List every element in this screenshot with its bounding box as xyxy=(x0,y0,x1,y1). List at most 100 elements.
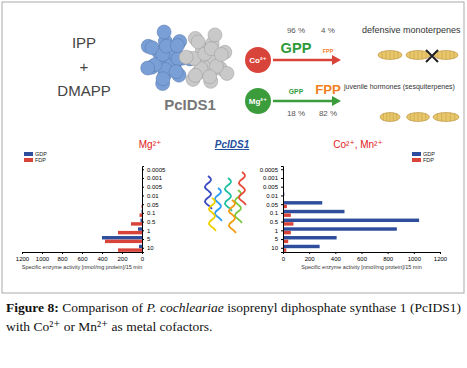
protein-blob xyxy=(203,70,217,84)
larva xyxy=(406,51,430,60)
larva-segment xyxy=(418,51,419,59)
bar xyxy=(142,184,143,187)
larva-segment xyxy=(441,113,442,121)
cofactor-label: Mg²⁺ xyxy=(249,97,267,106)
larva-segment xyxy=(422,51,423,59)
larva xyxy=(407,113,430,122)
tick-label: 0.0005 xyxy=(147,167,166,173)
axis-line xyxy=(281,167,284,253)
tick-mark xyxy=(142,239,144,240)
larva-segment xyxy=(450,51,451,59)
y-tick: 0.05 xyxy=(266,202,283,208)
larva-segment xyxy=(414,113,415,121)
y-tick: 1 xyxy=(275,228,283,234)
tick-mark xyxy=(281,248,283,249)
bar xyxy=(141,205,142,208)
tick-label: 0.001 xyxy=(147,175,163,181)
bar xyxy=(141,210,142,213)
axis-line xyxy=(143,167,145,253)
larva-segment xyxy=(390,113,391,121)
larva-segment xyxy=(446,51,447,59)
bar xyxy=(283,210,344,213)
tick-mark xyxy=(281,178,283,179)
chart: 1200100080060040020000.00050.0010.0050.0… xyxy=(16,139,166,270)
larva-segment xyxy=(396,113,397,121)
tick-label: 0.005 xyxy=(147,184,163,190)
larva-segment xyxy=(414,51,415,59)
y-tick: 0.1 xyxy=(142,210,156,216)
product-label: FPP xyxy=(323,48,334,54)
tick-label: 0.1 xyxy=(270,210,279,216)
bar xyxy=(283,201,322,204)
larva-segment xyxy=(437,113,438,121)
substrate-label: IPP xyxy=(72,34,96,51)
outcome-label: defensive monoterpenes xyxy=(362,25,461,35)
tick-label: 1 xyxy=(275,228,279,234)
cross-mark xyxy=(426,50,438,62)
tick-label: 5 xyxy=(147,236,151,242)
larva xyxy=(434,51,458,60)
bar xyxy=(142,175,143,178)
structure-label: PcIDS1 xyxy=(215,139,250,150)
tick-label: 200 xyxy=(305,256,316,262)
bar xyxy=(105,240,142,243)
larva-segment xyxy=(390,51,391,59)
larva-segment xyxy=(446,113,447,121)
tick-mark xyxy=(142,204,144,205)
larva-segment xyxy=(383,113,384,121)
share-label: 82 % xyxy=(319,109,337,118)
tick-mark xyxy=(122,252,123,254)
tick-mark xyxy=(142,195,144,196)
protein-ribbon xyxy=(239,172,246,205)
axis-line xyxy=(284,253,441,255)
share-label: 4 % xyxy=(321,26,335,35)
x-tick: 1200 xyxy=(434,252,448,262)
y-tick: 0.1 xyxy=(270,210,283,216)
y-tick: 0.05 xyxy=(142,202,159,208)
tick-label: 10 xyxy=(271,245,278,251)
x-tick: 600 xyxy=(77,252,88,262)
bar xyxy=(140,213,143,216)
bar xyxy=(142,170,143,173)
bar xyxy=(283,213,291,216)
y-tick: 0.5 xyxy=(142,219,156,225)
substrate-label: + xyxy=(80,58,89,75)
x-tick: 800 xyxy=(57,252,68,262)
x-tick: 1200 xyxy=(16,252,30,262)
tick-mark xyxy=(142,230,144,231)
bar xyxy=(102,236,142,239)
tick-mark xyxy=(82,252,83,254)
tick-label: 1 xyxy=(147,228,151,234)
larva-segment xyxy=(438,51,439,59)
cofactor-circle xyxy=(245,88,271,114)
y-tick: 10 xyxy=(142,245,154,251)
bar xyxy=(283,231,291,234)
tick-mark xyxy=(388,252,389,254)
bar xyxy=(118,248,142,251)
legend: GDPFDP xyxy=(24,151,47,163)
tick-mark xyxy=(309,252,310,254)
larva-body xyxy=(433,113,459,122)
protein-ribbon xyxy=(209,198,216,231)
tick-label: 0.1 xyxy=(147,210,156,216)
tick-mark xyxy=(281,187,283,188)
tick-label: 0.01 xyxy=(266,193,278,199)
tick-label: 600 xyxy=(357,256,368,262)
legend-swatch xyxy=(24,158,33,162)
bar xyxy=(283,219,419,222)
bar xyxy=(283,245,320,248)
y-tick: 0.001 xyxy=(263,175,283,181)
larva-body xyxy=(380,113,400,122)
x-tick: 400 xyxy=(97,252,108,262)
arrow-head xyxy=(332,96,341,106)
tick-mark xyxy=(102,252,103,254)
bar xyxy=(283,222,293,225)
bar xyxy=(283,227,397,230)
tick-mark xyxy=(281,222,283,223)
tick-label: 1200 xyxy=(16,256,30,262)
tick-mark xyxy=(362,252,363,254)
tick-mark xyxy=(281,239,283,240)
tick-label: 10 xyxy=(147,245,154,251)
y-tick: 5 xyxy=(142,236,151,242)
tick-label: 1200 xyxy=(434,256,448,262)
